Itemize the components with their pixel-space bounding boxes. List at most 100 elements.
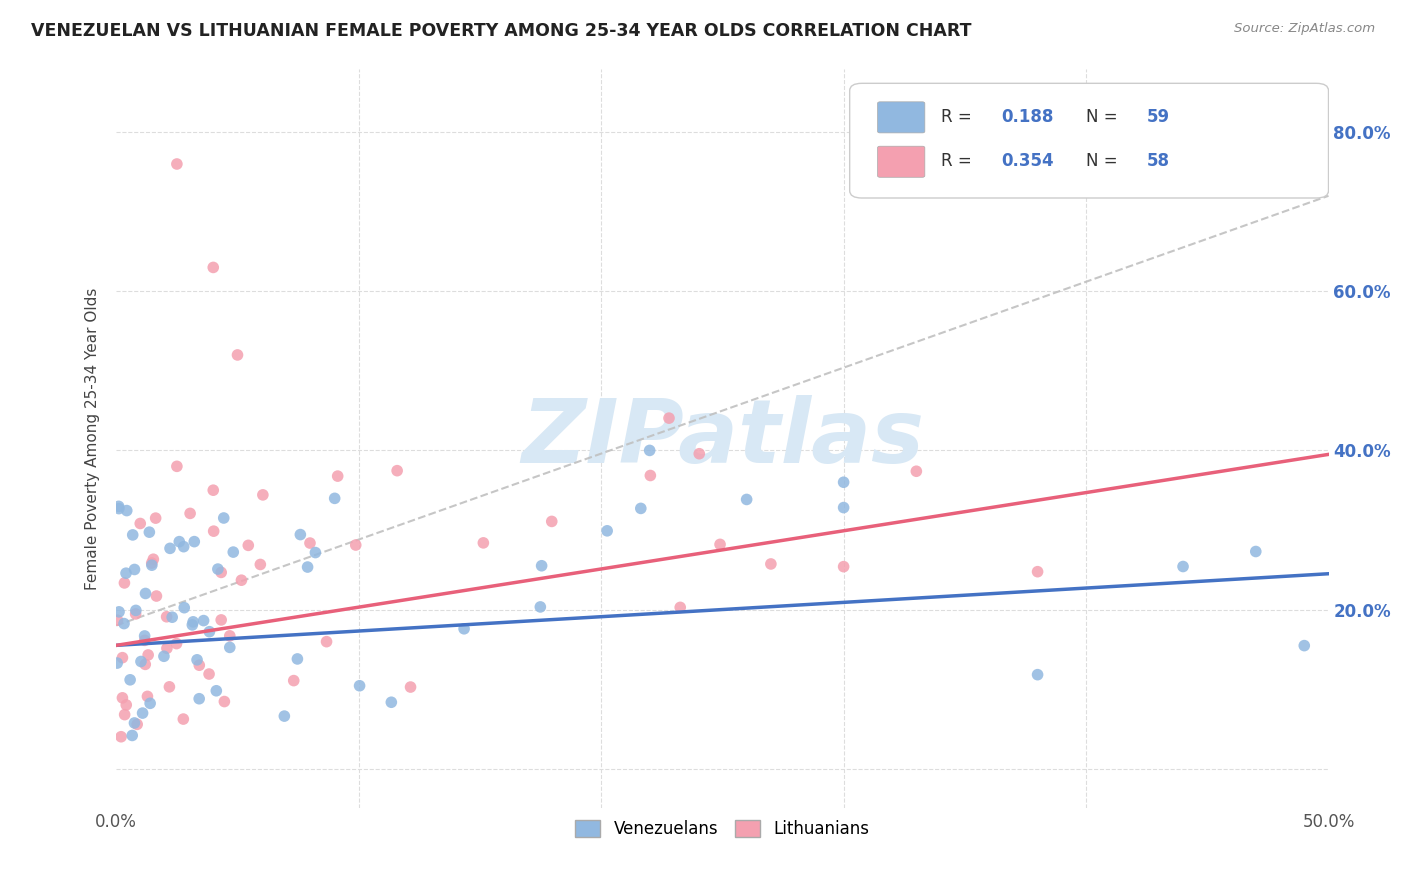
Text: N =: N = [1085, 152, 1123, 170]
Text: R =: R = [941, 152, 977, 170]
Point [124, 607, 146, 621]
Point [125, 603, 148, 617]
Text: 59: 59 [1147, 108, 1170, 126]
Point [832, 500, 855, 515]
Point [198, 667, 221, 681]
Point [156, 641, 179, 656]
Point [669, 600, 692, 615]
Point [202, 483, 225, 498]
Point [160, 610, 183, 624]
Point [832, 475, 855, 490]
Point [231, 573, 253, 587]
Point [1294, 639, 1316, 653]
Point [131, 706, 153, 720]
Text: Source: ZipAtlas.com: Source: ZipAtlas.com [1234, 22, 1375, 36]
Point [166, 459, 188, 474]
Point [115, 503, 138, 517]
Point [108, 501, 131, 516]
Point [111, 690, 134, 705]
Point [138, 525, 160, 540]
Point [297, 560, 319, 574]
Text: 58: 58 [1147, 152, 1170, 170]
Point [127, 717, 149, 731]
Point [142, 552, 165, 566]
Point [344, 538, 367, 552]
Point [315, 634, 337, 648]
Point [173, 540, 195, 554]
Point [759, 557, 782, 571]
Point [179, 507, 201, 521]
Point [238, 538, 260, 552]
Point [640, 468, 662, 483]
Point [169, 534, 191, 549]
Point [139, 696, 162, 710]
Text: ZIPatlas: ZIPatlas [520, 395, 924, 482]
Point [298, 536, 321, 550]
Point [120, 673, 142, 687]
Point [540, 515, 562, 529]
Point [207, 562, 229, 576]
Point [115, 698, 138, 712]
Point [530, 558, 553, 573]
Point [202, 524, 225, 538]
Text: 0.188: 0.188 [1001, 108, 1053, 126]
Point [136, 690, 159, 704]
Point [134, 657, 156, 672]
Point [153, 649, 176, 664]
Point [112, 616, 135, 631]
Point [124, 715, 146, 730]
Point [129, 516, 152, 531]
Point [688, 447, 710, 461]
Point [218, 629, 240, 643]
Point [115, 566, 138, 581]
Point [114, 707, 136, 722]
Point [399, 680, 422, 694]
Point [596, 524, 619, 538]
Point [134, 586, 156, 600]
Point [1244, 544, 1267, 558]
Point [186, 653, 208, 667]
Point [630, 501, 652, 516]
Point [124, 562, 146, 576]
Point [107, 613, 129, 627]
Point [349, 679, 371, 693]
Point [222, 545, 245, 559]
Point [472, 536, 495, 550]
Point [283, 673, 305, 688]
Point [172, 712, 194, 726]
Point [181, 615, 204, 629]
Point [145, 511, 167, 525]
Point [110, 730, 132, 744]
Point [202, 260, 225, 275]
Point [709, 537, 731, 551]
FancyBboxPatch shape [849, 83, 1329, 198]
Point [735, 492, 758, 507]
Point [905, 464, 928, 478]
Point [136, 648, 159, 662]
Point [249, 558, 271, 572]
Point [205, 683, 228, 698]
Point [658, 411, 681, 425]
Point [832, 559, 855, 574]
Point [453, 622, 475, 636]
FancyBboxPatch shape [877, 102, 925, 133]
Point [209, 613, 232, 627]
Point [326, 469, 349, 483]
Point [166, 157, 188, 171]
Point [121, 528, 143, 542]
Y-axis label: Female Poverty Among 25-34 Year Olds: Female Poverty Among 25-34 Year Olds [86, 287, 100, 590]
Legend: Venezuelans, Lithuanians: Venezuelans, Lithuanians [569, 813, 876, 845]
Point [111, 650, 134, 665]
Point [105, 656, 128, 670]
Point [638, 443, 661, 458]
Point [323, 491, 346, 506]
Point [226, 348, 249, 362]
Point [141, 556, 163, 570]
Point [218, 640, 240, 655]
Point [183, 534, 205, 549]
Point [529, 599, 551, 614]
Point [129, 655, 152, 669]
Point [112, 576, 135, 591]
Point [108, 605, 131, 619]
Point [273, 709, 295, 723]
